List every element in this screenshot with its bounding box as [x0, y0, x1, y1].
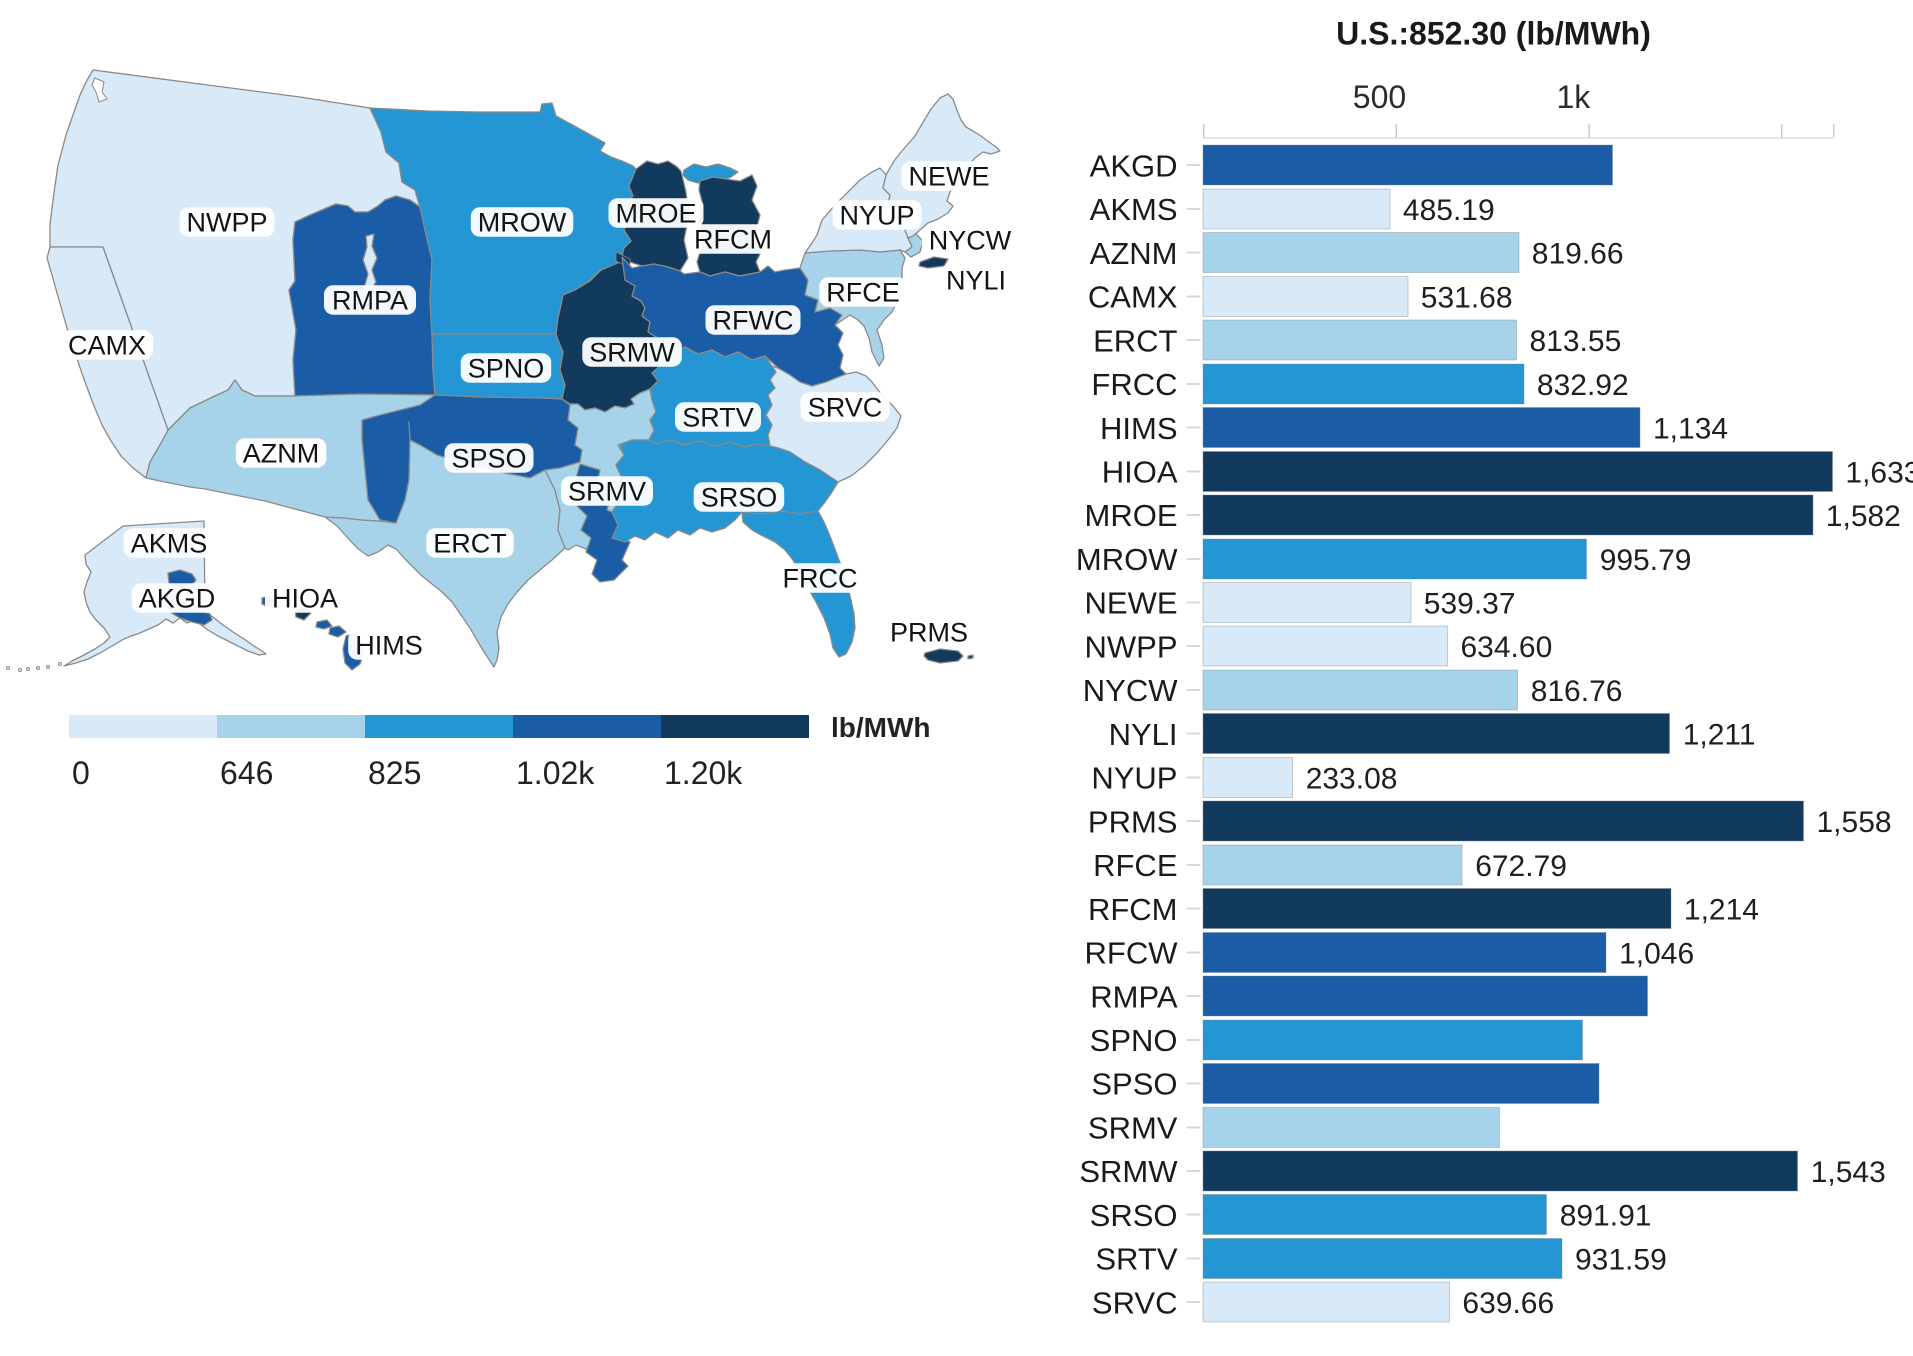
svg-text:RFCE: RFCE	[1093, 848, 1177, 883]
svg-text:HIMS: HIMS	[355, 631, 423, 661]
svg-text:NYCW: NYCW	[929, 226, 1012, 256]
svg-text:RMPA: RMPA	[1090, 979, 1178, 1014]
svg-text:MROW: MROW	[478, 208, 567, 238]
svg-text:485.19: 485.19	[1403, 194, 1495, 227]
svg-text:531.68: 531.68	[1421, 281, 1513, 314]
svg-text:U.S.:852.30 (lb/MWh): U.S.:852.30 (lb/MWh)	[1336, 16, 1651, 52]
svg-text:PRMS: PRMS	[1088, 804, 1178, 839]
svg-text:NEWE: NEWE	[1085, 586, 1178, 621]
svg-text:634.60: 634.60	[1461, 631, 1553, 664]
svg-text:SPSO: SPSO	[451, 444, 526, 474]
svg-text:539.37: 539.37	[1424, 588, 1516, 621]
svg-text:646: 646	[220, 755, 273, 791]
svg-text:AKGD: AKGD	[1090, 148, 1178, 183]
svg-text:816.76: 816.76	[1531, 675, 1623, 708]
svg-text:1.20k: 1.20k	[664, 755, 743, 791]
svg-text:CAMX: CAMX	[68, 331, 146, 361]
svg-text:819.66: 819.66	[1532, 238, 1624, 271]
svg-text:SRMW: SRMW	[1079, 1154, 1178, 1189]
svg-text:SRSO: SRSO	[701, 483, 778, 513]
svg-text:1,633: 1,633	[1845, 456, 1913, 489]
svg-text:1,214: 1,214	[1684, 894, 1759, 927]
svg-text:ERCT: ERCT	[433, 529, 507, 559]
svg-text:RFCM: RFCM	[1088, 892, 1178, 927]
svg-text:SRMV: SRMV	[568, 477, 646, 507]
svg-text:NYUP: NYUP	[1091, 761, 1177, 796]
svg-text:1k: 1k	[1557, 79, 1592, 115]
svg-text:1,543: 1,543	[1811, 1156, 1886, 1189]
svg-text:AZNM: AZNM	[243, 439, 320, 469]
svg-text:1,134: 1,134	[1653, 413, 1728, 446]
svg-text:672.79: 672.79	[1475, 850, 1567, 883]
svg-text:FRCC: FRCC	[783, 564, 858, 594]
svg-text:NYUP: NYUP	[839, 201, 914, 231]
svg-text:500: 500	[1353, 79, 1406, 115]
svg-text:825: 825	[368, 755, 421, 791]
svg-text:SRMW: SRMW	[589, 338, 675, 368]
svg-text:0: 0	[72, 755, 90, 791]
svg-text:1,211: 1,211	[1683, 719, 1756, 752]
svg-text:931.59: 931.59	[1575, 1244, 1667, 1277]
svg-text:639.66: 639.66	[1462, 1287, 1554, 1320]
svg-text:SRVC: SRVC	[808, 393, 883, 423]
svg-text:HIOA: HIOA	[272, 584, 338, 614]
svg-text:MROE: MROE	[1085, 498, 1178, 533]
svg-text:SRVC: SRVC	[1092, 1285, 1178, 1320]
svg-text:SPNO: SPNO	[468, 354, 545, 384]
svg-text:RFCW: RFCW	[1085, 936, 1179, 971]
svg-text:SRTV: SRTV	[1095, 1242, 1177, 1277]
svg-text:PRMS: PRMS	[890, 618, 968, 648]
svg-text:ERCT: ERCT	[1093, 323, 1177, 358]
svg-text:AKMS: AKMS	[1090, 192, 1178, 227]
svg-text:HIMS: HIMS	[1100, 411, 1178, 446]
svg-text:RMPA: RMPA	[332, 286, 408, 316]
svg-text:SPSO: SPSO	[1091, 1067, 1177, 1102]
svg-text:RFWC: RFWC	[713, 306, 794, 336]
svg-text:233.08: 233.08	[1306, 762, 1398, 795]
svg-text:SRMV: SRMV	[1088, 1111, 1178, 1146]
svg-text:RFCM: RFCM	[694, 225, 772, 255]
svg-text:NYLI: NYLI	[1109, 717, 1178, 752]
svg-text:SRTV: SRTV	[682, 403, 754, 433]
svg-text:SRSO: SRSO	[1090, 1198, 1178, 1233]
svg-text:AKMS: AKMS	[131, 529, 208, 559]
svg-text:NWPP: NWPP	[187, 208, 268, 238]
svg-text:813.55: 813.55	[1530, 325, 1622, 358]
svg-text:HIOA: HIOA	[1102, 455, 1178, 490]
svg-text:CAMX: CAMX	[1088, 280, 1178, 315]
svg-text:AZNM: AZNM	[1090, 236, 1178, 271]
svg-text:NEWE: NEWE	[909, 162, 990, 192]
svg-text:NYLI: NYLI	[946, 266, 1006, 296]
svg-text:1,046: 1,046	[1619, 937, 1694, 970]
svg-text:lb/MWh: lb/MWh	[831, 712, 931, 743]
svg-text:MROW: MROW	[1076, 542, 1178, 577]
svg-text:AKGD: AKGD	[139, 584, 216, 614]
svg-text:891.91: 891.91	[1560, 1200, 1652, 1233]
svg-text:1,582: 1,582	[1826, 500, 1901, 533]
svg-text:1,558: 1,558	[1817, 806, 1892, 839]
svg-text:NYCW: NYCW	[1083, 673, 1178, 708]
svg-text:SPNO: SPNO	[1090, 1023, 1178, 1058]
svg-text:1.02k: 1.02k	[516, 755, 595, 791]
svg-text:832.92: 832.92	[1537, 369, 1629, 402]
svg-text:MROE: MROE	[616, 199, 697, 229]
svg-text:FRCC: FRCC	[1091, 367, 1177, 402]
svg-text:RFCE: RFCE	[826, 278, 900, 308]
svg-text:NWPP: NWPP	[1085, 629, 1178, 664]
svg-text:995.79: 995.79	[1600, 544, 1692, 577]
